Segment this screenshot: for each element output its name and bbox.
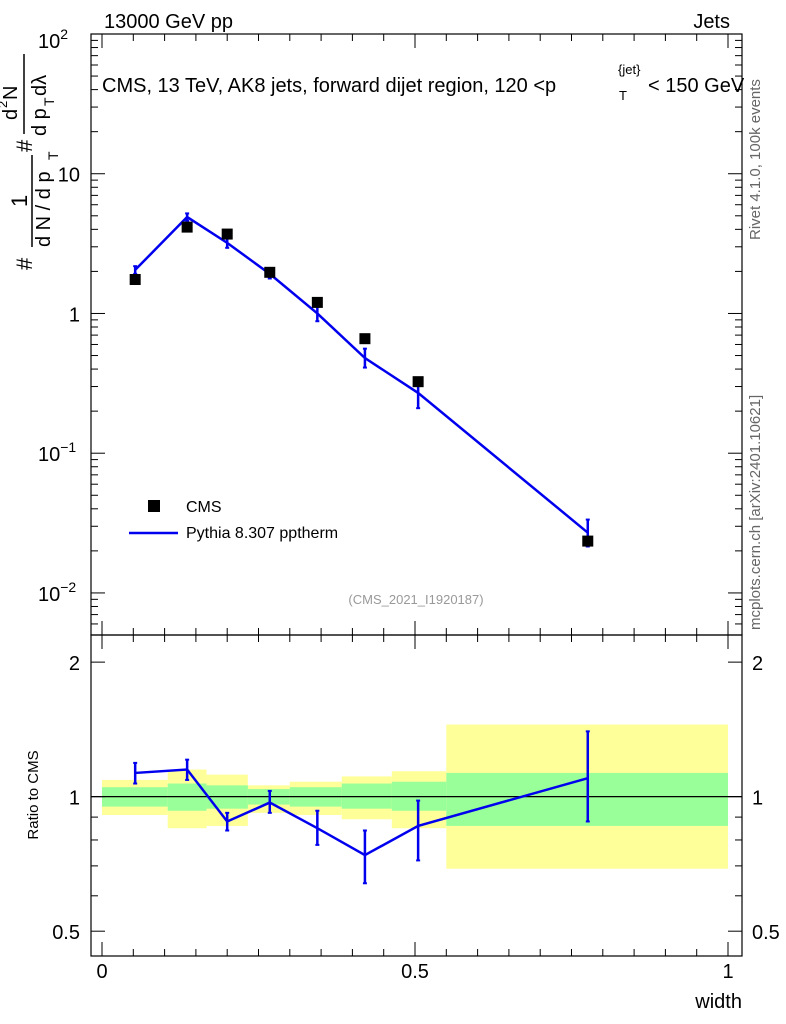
ylabel-denom: d N / d p bbox=[33, 171, 55, 247]
ratio-series bbox=[133, 730, 590, 885]
cms-point bbox=[412, 376, 424, 388]
ylabel-num-sup: 2 bbox=[0, 101, 10, 108]
ratio-ytick-label-right: 2 bbox=[752, 653, 763, 675]
legend: CMS Pythia 8.307 pptherm bbox=[129, 499, 338, 542]
legend-cms-marker bbox=[148, 500, 160, 512]
ratio-ytick-label: 1 bbox=[69, 788, 80, 810]
analysis-id: (CMS_2021_I1920187) bbox=[348, 592, 483, 607]
ylabel-num-d: d bbox=[0, 109, 22, 120]
ratio-ytick-label: 2 bbox=[69, 653, 80, 675]
main-ytick-label: 10−1 bbox=[38, 439, 76, 466]
ylabel-den-sub: T bbox=[41, 97, 57, 106]
ratio-xtick-labels: 0 0.5 1 bbox=[96, 961, 733, 983]
main-ytick-label: 10 bbox=[58, 165, 80, 187]
title-main: CMS, 13 TeV, AK8 jets, forward dijet reg… bbox=[102, 75, 556, 97]
x-axis-label: width bbox=[694, 991, 742, 1013]
cms-point bbox=[359, 333, 371, 345]
ylabel-hash2: # bbox=[12, 139, 37, 152]
legend-cms-label: CMS bbox=[186, 499, 222, 516]
main-ytick-label: 102 bbox=[38, 26, 68, 53]
main-ticks bbox=[91, 33, 742, 636]
main-frame bbox=[90, 33, 743, 636]
main-ytick-labels: 102 10 1 10−1 10−2 bbox=[38, 26, 80, 606]
header-left: 13000 GeV pp bbox=[104, 11, 233, 33]
ratio-panel: 0.5 0.51 12 2 0 0.5 1 Ratio to CMS width bbox=[25, 634, 780, 1013]
pythia-line bbox=[134, 215, 589, 534]
main-ylabel: # 1 d N / d p T # d 2 N d p T dλ bbox=[0, 54, 61, 270]
ratio-frame bbox=[90, 634, 743, 957]
title-sub: T bbox=[619, 88, 627, 103]
ylabel-one: 1 bbox=[7, 195, 32, 207]
cms-point bbox=[181, 221, 193, 233]
ylabel-den-lambda: dλ bbox=[29, 75, 51, 96]
ratio-ytick-label-right: 0.5 bbox=[752, 922, 780, 944]
rivet-label: Rivet 4.1.0, 100k events bbox=[747, 79, 764, 240]
ratio-line bbox=[135, 768, 589, 857]
ratio-ytick-labels: 0.5 0.5 1 1 2 2 bbox=[52, 653, 780, 944]
xtick-label: 0 bbox=[96, 961, 107, 983]
ratio-ticks bbox=[91, 635, 742, 956]
chart-title: CMS, 13 TeV, AK8 jets, forward dijet reg… bbox=[102, 62, 745, 103]
cms-point bbox=[264, 266, 276, 278]
main-panel: 102 10 1 10−1 10−2 CMS, 13 TeV, AK8 jets, fo… bbox=[38, 26, 745, 636]
ylabel-prefix: # bbox=[12, 257, 37, 270]
xtick-label: 0.5 bbox=[401, 961, 429, 983]
cms-point bbox=[582, 535, 594, 547]
xtick-label: 1 bbox=[722, 961, 733, 983]
mcplots-label: mcplots.cern.ch [arXiv:2401.10621] bbox=[747, 395, 764, 630]
main-ytick-label: 1 bbox=[69, 304, 80, 326]
header-right: Jets bbox=[693, 11, 730, 33]
main-series bbox=[129, 212, 594, 548]
ratio-ylabel: Ratio to CMS bbox=[25, 750, 42, 839]
ylabel-num-n: N bbox=[0, 86, 22, 100]
ratio-ytick-label: 0.5 bbox=[52, 922, 80, 944]
legend-pythia-label: Pythia 8.307 pptherm bbox=[186, 525, 338, 542]
title-end: < 150 GeV bbox=[648, 75, 745, 97]
ylabel-den-dp: d p bbox=[29, 108, 51, 136]
ratio-ytick-label-right: 1 bbox=[752, 788, 763, 810]
cms-point bbox=[221, 228, 233, 240]
ylabel-denom-sub: T bbox=[45, 151, 61, 160]
cms-point bbox=[311, 296, 323, 308]
cms-point bbox=[129, 274, 141, 286]
main-ytick-label: 10−2 bbox=[38, 579, 76, 606]
title-sup: {jet} bbox=[618, 62, 641, 77]
